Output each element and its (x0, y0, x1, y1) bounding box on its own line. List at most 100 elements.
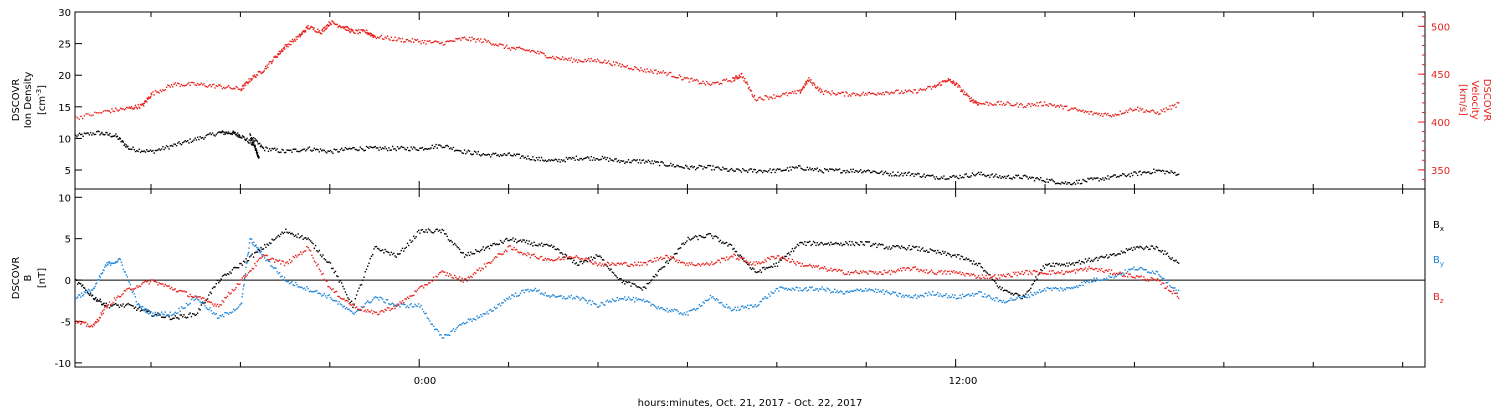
velocity-point (845, 91, 847, 93)
by-point (343, 305, 345, 308)
bx-point (612, 272, 615, 274)
bx-point (602, 259, 605, 261)
bx-point (247, 259, 250, 262)
bz-point (1000, 274, 1002, 276)
bx-point (260, 246, 262, 249)
bz-point (146, 281, 148, 283)
velocity-point (698, 82, 700, 85)
bx-point (555, 248, 558, 251)
bx-point (997, 287, 1000, 289)
by-point (111, 262, 113, 265)
by-point (1013, 299, 1016, 301)
bz-point (173, 289, 175, 291)
by-point (77, 294, 80, 296)
by-point (1072, 287, 1074, 290)
density-point (472, 153, 474, 155)
velocity-point (124, 108, 127, 110)
by-point (101, 273, 103, 275)
bz-point (658, 257, 661, 260)
by-point (570, 294, 573, 297)
bx-point (83, 287, 86, 289)
velocity-point (1041, 104, 1043, 107)
density-point (913, 175, 915, 177)
density-point (159, 149, 162, 151)
bz-point (78, 320, 81, 323)
velocity-point (1050, 103, 1052, 105)
bx-point (450, 239, 452, 242)
density-point (992, 176, 995, 178)
bz-point (287, 262, 289, 265)
density-point (300, 150, 302, 152)
bz-point (281, 260, 283, 262)
bz-point (907, 267, 909, 269)
bz-point (1038, 271, 1041, 274)
by-point (1040, 291, 1042, 294)
bx-point (996, 285, 999, 287)
bx-point (385, 250, 388, 253)
density-point (105, 131, 107, 134)
velocity-point (939, 81, 941, 84)
bz-point (1027, 273, 1030, 276)
density-point (331, 151, 333, 153)
by-point (375, 296, 378, 299)
velocity-point (372, 34, 374, 37)
bx-point (876, 246, 878, 249)
density-point (658, 164, 661, 167)
bx-point (132, 305, 134, 307)
bx-point (1129, 248, 1131, 251)
bz-point (779, 257, 781, 260)
by-point (373, 297, 375, 299)
bz-point (463, 278, 466, 280)
density-point (532, 156, 534, 158)
velocity-point (949, 79, 952, 81)
bz-point (594, 261, 596, 263)
density-point (326, 152, 328, 154)
density-point (1057, 182, 1059, 185)
bz-point (1084, 267, 1087, 269)
velocity-point (313, 27, 315, 29)
by-point (845, 291, 847, 293)
velocity-point (611, 64, 614, 67)
bx-point (809, 240, 811, 243)
by-point (605, 300, 607, 303)
bz-point (765, 260, 768, 263)
by-point (602, 303, 605, 306)
density-point (698, 164, 700, 167)
bx-point (860, 241, 862, 243)
by-point (1172, 287, 1175, 289)
density-point (509, 154, 512, 156)
velocity-point (761, 98, 764, 101)
bx-point (434, 230, 436, 233)
bx-point (250, 254, 252, 257)
bx-point (1123, 251, 1125, 253)
density-point (915, 173, 918, 176)
density-point (920, 176, 923, 178)
by-point (128, 281, 131, 283)
by-point (1018, 296, 1021, 299)
density-point (296, 150, 298, 153)
bz-point (370, 309, 373, 312)
bx-point (445, 233, 447, 235)
bx-point (242, 260, 245, 262)
density-point (1115, 176, 1118, 178)
density-point (254, 138, 256, 140)
velocity-point (855, 94, 857, 97)
velocity-point (250, 79, 253, 81)
by-point (915, 297, 918, 299)
density-point (1021, 177, 1023, 180)
velocity-point (539, 51, 542, 53)
bx-point (614, 274, 616, 276)
by-point (995, 296, 997, 299)
density-point (974, 174, 976, 177)
bz-point (501, 253, 503, 256)
bx-point (112, 304, 114, 306)
density-point (612, 160, 615, 162)
density-point (607, 160, 610, 163)
density-point (1082, 178, 1084, 181)
by-point (894, 291, 897, 294)
velocity-point (232, 87, 235, 90)
bx-point (1172, 259, 1175, 262)
bx-point (173, 317, 175, 319)
density-point (1005, 177, 1007, 180)
bz-point (626, 264, 628, 267)
